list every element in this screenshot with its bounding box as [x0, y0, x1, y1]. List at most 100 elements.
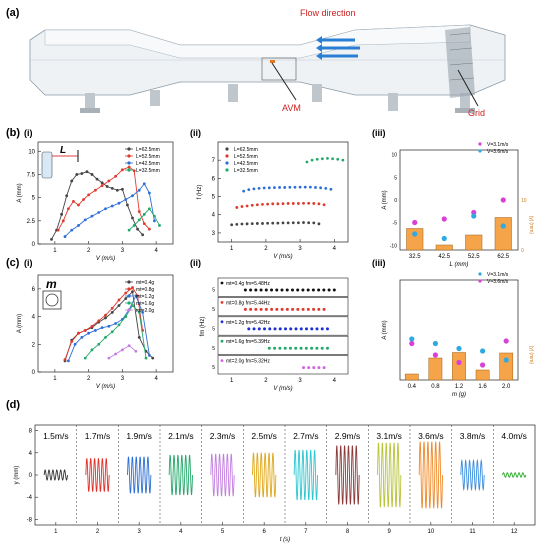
c_ii-legend-label: mt=0.4g fm=5.48Hz	[226, 281, 270, 287]
c_ii-data-point	[275, 288, 279, 292]
c_ii-data-point	[289, 327, 293, 331]
b_iii-bar	[465, 234, 483, 251]
b_ii-xlabel: V (m/s)	[273, 254, 292, 260]
c_ii-data-point	[315, 346, 319, 350]
b_ii-data-point	[291, 202, 295, 205]
b_i-data-point	[93, 188, 97, 192]
d-trace	[418, 441, 443, 509]
c_ii-xtick-label: 2	[264, 378, 268, 384]
b_ii-data-point	[307, 221, 311, 225]
c_ii-subpanel-frame	[217, 297, 349, 317]
c_i-xtick-label: 3	[121, 376, 125, 382]
b_ii-ytick-label: 5	[212, 195, 216, 201]
c_ii-data-point	[312, 366, 316, 370]
b_i-data-point	[87, 193, 91, 197]
b_i-data-point	[132, 224, 136, 227]
b_i-data-point	[83, 218, 87, 222]
c_ii-data-point	[273, 327, 277, 331]
c_i-inset-label: m	[46, 277, 57, 291]
c_i-data-point	[137, 335, 141, 339]
b_ii-data-point	[331, 157, 335, 161]
b_iii-ytick-label: 0	[394, 198, 397, 204]
c_ii-legend-marker	[220, 320, 224, 324]
c_iii-bar	[452, 352, 466, 381]
b_ii-data-point	[278, 186, 281, 189]
c_i-data-point	[97, 319, 101, 323]
c_ii-data-point	[284, 327, 288, 331]
b_i-data-point	[137, 188, 141, 192]
d-xlabel: t (s)	[280, 537, 290, 543]
d-xtick-label: 3	[137, 529, 141, 535]
b_i-data-point	[100, 184, 104, 187]
c_i-data-point	[63, 358, 67, 361]
c_ii-data-point	[296, 307, 300, 311]
b_i-data-point	[107, 179, 111, 183]
b_ii-data-point	[326, 156, 329, 160]
d-ylabel: y (mm)	[14, 466, 20, 485]
c_iii-xtick-label: 0.8	[431, 384, 440, 390]
c_ii-subpanel-frame	[217, 316, 349, 336]
b_ii-data-point	[273, 186, 276, 190]
b_ii-data-point	[302, 201, 305, 205]
c_ii-data-point	[278, 327, 282, 331]
b_i-data-point	[60, 212, 64, 216]
c_iii-data-point	[503, 338, 509, 344]
c_i-data-point	[110, 311, 114, 314]
b_iii-xtick-label: 32.5	[409, 254, 421, 260]
c_i-legend-label: mt=1.6g	[136, 301, 154, 307]
panel-b-i-label: (i)	[24, 128, 33, 138]
b_ii-data-point	[250, 203, 254, 207]
b_i-data-point	[120, 168, 124, 172]
d-xtick-label: 5	[221, 529, 225, 535]
b_ii-data-point	[286, 202, 290, 205]
b_ii-ytick-label: 7	[212, 158, 216, 164]
c_i-xlabel: V (m/s)	[96, 384, 115, 390]
b_iii-ytick-right-label: 10	[521, 198, 527, 204]
b_i-data-point	[147, 191, 151, 195]
c_i-xtick-label: 4	[154, 376, 158, 382]
b_i-series-line	[128, 208, 160, 231]
b_ii-data-point	[307, 201, 311, 205]
c_ii-data-point	[311, 288, 315, 292]
d-trace	[210, 453, 235, 497]
c_iii-data-point	[409, 340, 415, 347]
b_i-inset-label: L	[60, 145, 66, 156]
b_iii-ytick-label: 10	[391, 153, 397, 159]
c_ii-data-point	[322, 366, 326, 370]
d-segment-label: 2.1m/s	[168, 431, 194, 441]
c_ii-data-point	[278, 346, 282, 350]
b_i-data-point	[115, 188, 119, 192]
b_i-series-line	[57, 166, 150, 231]
d-xtick-label: 10	[427, 529, 434, 535]
b_ii-data-point	[250, 222, 254, 226]
d-ytick-label: -8	[27, 517, 33, 523]
b_ii-data-point	[240, 222, 244, 226]
b_ii-data-point	[266, 202, 270, 206]
c_ii-legend-marker	[220, 359, 224, 362]
c_i-axes-frame	[37, 274, 174, 373]
b_i-data-point	[110, 186, 114, 190]
d-trace	[43, 469, 68, 481]
c_ii-xtick-label: 1	[230, 378, 234, 384]
avm-device	[261, 57, 297, 81]
b_i-legend-marker	[127, 147, 131, 151]
b_ii-data-point	[296, 202, 300, 205]
c_ii-ytick-label: 5	[212, 307, 215, 313]
b_i-data-point	[127, 228, 131, 232]
flow-direction-label: Flow direction	[300, 8, 356, 18]
c_ii-data-point	[243, 288, 247, 292]
b_ii-data-point	[281, 221, 285, 225]
d-trace	[127, 456, 152, 494]
c_ii-data-point	[325, 327, 329, 331]
c_i-data-point	[104, 313, 107, 317]
c_i-series-line	[64, 286, 144, 360]
panel-b-label: (b)	[6, 127, 20, 139]
b_iii-data-point	[441, 235, 447, 242]
d-segment-label: 3.6m/s	[418, 431, 444, 441]
c_ii-data-point	[302, 366, 306, 370]
b_i-ytick-label: 0	[32, 242, 36, 248]
b_i-ytick-label: 7.5	[27, 172, 36, 178]
c_i-data-point	[93, 329, 97, 332]
d-xtick-label: 7	[304, 529, 308, 535]
